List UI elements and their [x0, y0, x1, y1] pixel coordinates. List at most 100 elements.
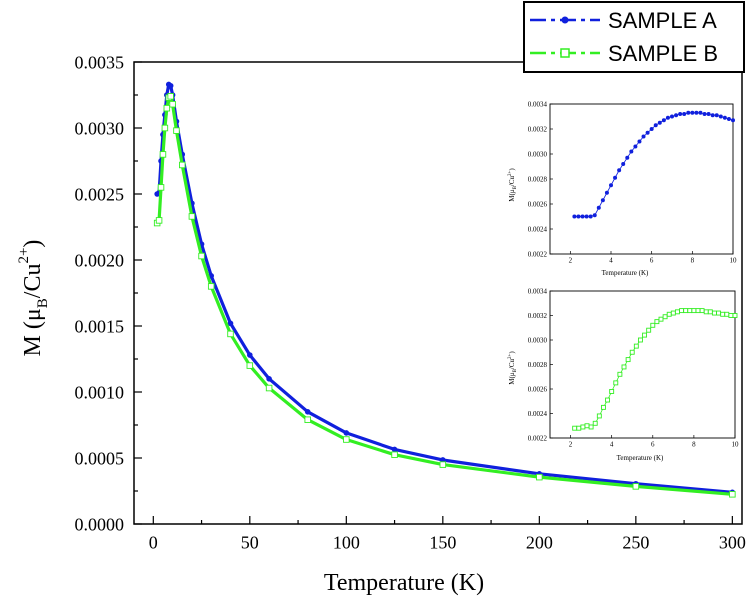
inset-a-frame — [549, 103, 734, 255]
inset-a-series-0-point — [698, 110, 703, 115]
inset-a-series-0-point — [572, 214, 577, 219]
main-series-1-point — [343, 436, 350, 443]
inset-a-series-0-point — [690, 110, 695, 115]
main-ytick-label: 0.0010 — [75, 382, 125, 402]
inset-b-ytick-label: 0.0022 — [528, 434, 548, 442]
main-y-axis-label: M (μB/Cu2+) — [16, 240, 51, 357]
inset-b-series-0-point — [683, 308, 689, 314]
inset-b-series-0-point — [621, 364, 627, 370]
main-ytick-label: 0.0000 — [75, 514, 125, 534]
main-series-1-point — [169, 100, 176, 108]
inset-a-series-0-point — [580, 214, 585, 219]
inset-a-series — [572, 110, 735, 219]
main-series-1-point — [161, 124, 169, 132]
main-series-0-point — [247, 352, 253, 358]
inset-a-series-0-point — [596, 205, 601, 210]
main-xtick-label: 100 — [333, 532, 360, 552]
inset-a-series-0-point — [714, 113, 719, 118]
inset-a-series-0-point — [629, 149, 634, 154]
inset-a-series-0-point — [694, 110, 699, 115]
inset-a-xtick-label: 2 — [569, 257, 573, 265]
main-ytick-label: 0.0005 — [75, 448, 125, 468]
inset-a-series-0-point — [661, 118, 666, 123]
inset-b-series-0-point — [695, 308, 701, 314]
main-series-0-line — [156, 82, 733, 494]
inset-b-series-0-point — [596, 413, 602, 419]
inset-b-ytick-label: 0.0032 — [528, 312, 548, 320]
inset-a-x-axis-label: Temperature (K) — [602, 269, 649, 277]
inset-a-series-0-point — [670, 114, 674, 119]
inset-b-series-0-point — [625, 357, 631, 363]
inset-b-series-0-point — [720, 311, 726, 317]
main-series-1-point — [246, 362, 254, 369]
main-series-1-point — [167, 93, 174, 100]
main-series-0-point — [343, 430, 350, 436]
main-series-1-point — [439, 461, 447, 468]
inset-a-series-0-point — [625, 155, 630, 160]
inset-b-series-0-line — [574, 310, 735, 429]
main-series-1-point — [729, 491, 736, 498]
main-ytick-label: 0.0015 — [75, 316, 125, 336]
inset-b-series-0-point — [576, 425, 582, 431]
inset-b-series-0-point — [728, 313, 734, 318]
legend-swatch-a-marker — [561, 16, 569, 24]
inset-b-series-0-point — [592, 420, 598, 426]
main-series-0-point — [227, 320, 234, 327]
inset-a-series-0-point — [604, 190, 609, 195]
main-xtick-label: 200 — [526, 532, 553, 552]
inset-a-series-0-point — [641, 134, 646, 139]
inset-b-ytick-label: 0.0030 — [528, 336, 548, 344]
inset-a-y-axis-label: M(μB/Cu2+) — [508, 168, 518, 202]
inset-a-series-0-point — [584, 214, 589, 219]
inset-b-xtick-label: 2 — [569, 441, 573, 449]
inset-b-series-0-point — [613, 380, 619, 386]
inset-a-ytick-label: 0.0032 — [528, 125, 548, 133]
inset-a-series-0-point — [649, 127, 654, 131]
inset-a-series-0-point — [637, 139, 642, 144]
main-series-0-point — [304, 409, 311, 415]
inset-b-series-0-point — [609, 389, 615, 394]
inset-b-series-0-point — [605, 397, 611, 403]
inset-a-series-0-line — [574, 112, 734, 217]
inset-b-series-0-point — [670, 310, 676, 316]
inset-a-series-0-point — [621, 162, 626, 166]
inset-b-series-0-point — [654, 319, 660, 325]
inset-b-series-0-point — [711, 310, 717, 316]
inset-a-series-0-point — [706, 112, 711, 116]
main-series-1-point — [179, 161, 186, 169]
inset-b-xtick-label: 4 — [610, 441, 614, 449]
inset-a-series-0-point — [702, 112, 707, 116]
inset-a-ytick-label: 0.0030 — [528, 150, 548, 158]
inset-b-series-0-point — [642, 332, 648, 338]
main-series-1-point — [188, 213, 196, 220]
inset-b-series-0-point — [732, 313, 738, 318]
main-series-1-point — [391, 451, 398, 458]
inset-b-series-0-point — [703, 309, 709, 315]
inset-b-series-0-point — [572, 425, 578, 431]
inset-a-series-0-point — [682, 112, 687, 116]
inset-b-series-0-point — [588, 424, 594, 430]
inset-a-series-0-point — [609, 183, 613, 188]
main-xtick-label: 300 — [719, 532, 746, 552]
main-series-1-point — [632, 483, 640, 490]
inset-a-series-0-point — [665, 115, 670, 120]
inset-a-ticks: 0.0022 0.0024 0.0026 0.0028 0.0030 0.0032 0.00… — [528, 100, 737, 264]
inset-b-xtick-label: 8 — [692, 441, 696, 449]
main-series-1-point — [155, 217, 163, 224]
legend-swatch-b-marker — [560, 48, 570, 58]
inset-a-series-0-point — [653, 123, 658, 128]
inset-a-series-0-point — [588, 214, 593, 219]
inset-a-xtick-label: 10 — [730, 257, 738, 265]
main-xtick-label: 250 — [622, 532, 649, 552]
inset-a-series-0-point — [633, 144, 638, 149]
inset-b-series-0-point — [646, 327, 652, 333]
inset-a-xtick-label: 8 — [691, 257, 695, 265]
inset-b-y-axis-label: M(μB/Cu2+) — [508, 351, 518, 385]
main-xtick-label: 150 — [429, 532, 456, 552]
inset-b-x-axis-label: Temperature (K) — [617, 454, 664, 462]
inset-a-series-0-point — [657, 120, 662, 125]
main-series-1-point — [198, 252, 205, 260]
main-series-1-point — [157, 184, 165, 191]
inset-b-series — [572, 308, 738, 431]
main-series-1-line — [155, 94, 733, 496]
